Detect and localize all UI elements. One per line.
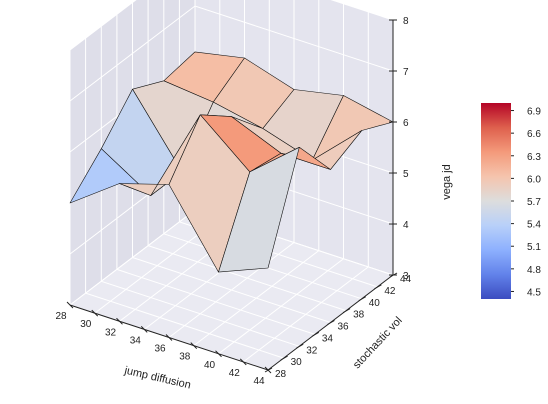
- z-tick-label: 5: [403, 169, 409, 180]
- x-axis-label: jump diffusion: [122, 364, 192, 391]
- y-tick-mark: [311, 331, 320, 337]
- y-tick-mark: [264, 367, 273, 373]
- y-tick-mark: [374, 284, 382, 290]
- colorbar-tick-label: 6.3: [527, 152, 541, 163]
- x-tick-label: 44: [253, 376, 265, 387]
- x-tick-label: 40: [204, 360, 216, 371]
- y-tick-label: 38: [353, 310, 365, 321]
- x-tick-mark: [140, 326, 148, 333]
- y-tick-label: 44: [400, 274, 412, 285]
- z-tick-label: 8: [403, 16, 409, 27]
- x-tick-mark: [91, 309, 99, 317]
- colorbar-tick-label: 5.1: [527, 242, 541, 253]
- colorbar-tick-label: 5.4: [527, 220, 541, 231]
- x-tick-label: 32: [105, 327, 117, 338]
- y-tick-label: 30: [291, 357, 303, 368]
- x-tick-mark: [190, 342, 198, 349]
- x-tick-label: 36: [154, 344, 166, 355]
- z-tick-label: 7: [403, 67, 409, 78]
- x-tick-mark: [239, 358, 247, 366]
- colorbar-tick-label: 5.7: [527, 197, 541, 208]
- y-tick-mark: [358, 296, 366, 302]
- colorbar-tick-label: 6.0: [527, 174, 541, 185]
- y-tick-mark: [280, 355, 288, 361]
- y-tick-mark: [342, 308, 351, 314]
- z-tick-label: 6: [403, 118, 409, 129]
- gridline-z: [69, 5, 394, 102]
- x-tick-label: 38: [179, 352, 191, 363]
- z-tick-label: 3: [403, 271, 409, 282]
- colorbar-tick-label: 4.5: [527, 287, 541, 298]
- x-tick-label: 42: [229, 368, 241, 379]
- z-axis-label: vega jd: [441, 164, 453, 199]
- colorbar-tick-label: 6.6: [527, 129, 541, 140]
- tick-labels: 2830323436384042442830323436384042443456…: [55, 16, 411, 387]
- surface-patch: [218, 147, 300, 273]
- colorbar-tick-label: 6.9: [527, 107, 541, 118]
- y-tick-mark: [327, 320, 335, 325]
- x-tick-mark: [165, 334, 173, 341]
- y-tick-label: 42: [384, 286, 396, 297]
- z-tick-label: 4: [403, 220, 409, 231]
- y-tick-label: 32: [306, 345, 318, 356]
- x-tick-mark: [66, 301, 74, 309]
- gridline-z: [69, 0, 394, 51]
- x-tick-label: 34: [130, 335, 142, 346]
- y-tick-label: 34: [322, 333, 334, 344]
- colorbar-tick-label: 4.8: [527, 265, 541, 276]
- colorbar: 4.5 4.8 5.1 5.4 5.7 6.0 6.3 6.6 6.9: [481, 103, 541, 299]
- surface-mesh: [69, 51, 394, 273]
- axis-lines: [66, 19, 398, 374]
- y-tick-label: 40: [369, 298, 381, 309]
- y-tick-label: 36: [338, 322, 350, 333]
- x-tick-mark: [215, 350, 222, 358]
- x-tick-label: 30: [80, 319, 92, 330]
- y-axis-label: stochastic vol: [351, 315, 405, 371]
- y-tick-mark: [296, 343, 304, 349]
- y-tick-label: 28: [275, 369, 287, 380]
- colorbar-scale: [481, 103, 511, 299]
- x-tick-mark: [116, 317, 123, 325]
- x-tick-label: 28: [55, 311, 67, 322]
